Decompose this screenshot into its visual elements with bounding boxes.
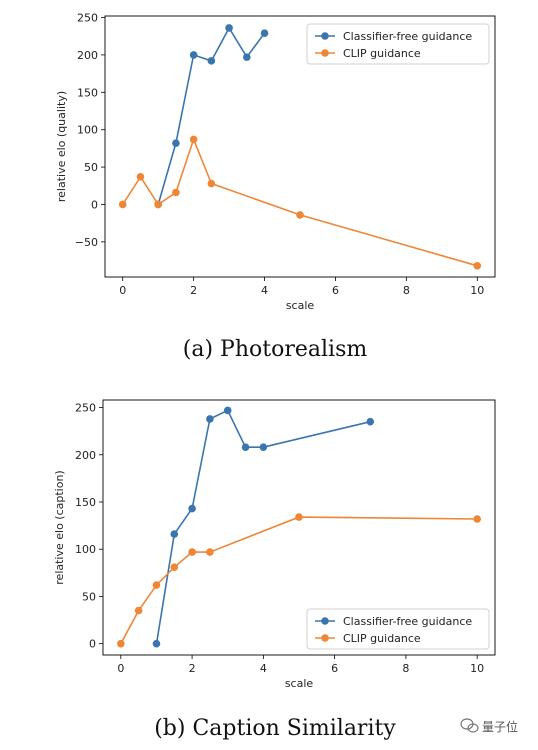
data-point-classifier-free xyxy=(260,29,269,38)
plot-frame xyxy=(102,399,496,656)
x-tick-label: 2 xyxy=(189,662,196,675)
data-point-classifier-free xyxy=(225,24,233,32)
x-tick-label: 4 xyxy=(260,662,267,675)
data-point-classifier-free xyxy=(188,504,196,513)
y-tick-label: 50 xyxy=(84,161,98,174)
data-point-clip xyxy=(295,513,303,521)
y-tick-label: 250 xyxy=(75,402,96,415)
series-line-clip xyxy=(122,137,478,267)
legend-label: Classifier-free guidance xyxy=(343,615,472,628)
legend-label: Classifier-free guidance xyxy=(343,30,472,43)
data-point-clip xyxy=(473,515,481,523)
x-axis-label: scale xyxy=(286,299,315,312)
data-point-clip xyxy=(154,200,162,209)
legend-swatch-marker xyxy=(321,617,329,625)
data-point-clip xyxy=(170,563,179,571)
x-tick-label: 8 xyxy=(403,284,410,297)
data-point-classifier-free xyxy=(366,417,375,426)
y-tick-label: 100 xyxy=(75,543,96,556)
panel-photorealism: 0 2 4 6 8 10 −50 0 50 100 150 200 250 scale relative e… xyxy=(55,11,496,312)
x-tick-label: 10 xyxy=(470,284,484,297)
data-point-clip xyxy=(118,200,127,209)
watermark: 量子位 xyxy=(460,718,518,734)
legend-label: CLIP guidance xyxy=(343,632,421,645)
y-tick-label: 0 xyxy=(89,638,96,651)
y-tick-label: 150 xyxy=(77,86,98,99)
data-point-clip xyxy=(206,548,214,556)
x-tick-label: 0 xyxy=(119,284,126,297)
data-point-clip xyxy=(189,135,198,144)
legend-swatch-marker xyxy=(321,634,329,642)
x-tick-label: 2 xyxy=(190,284,197,297)
y-tick-label: 250 xyxy=(77,11,98,24)
legend-box xyxy=(306,23,490,65)
data-point-clip xyxy=(172,188,180,197)
data-point-classifier-free xyxy=(152,639,161,648)
x-tick-label: 8 xyxy=(402,662,409,675)
data-point-clip xyxy=(296,211,304,219)
legend-box xyxy=(306,608,490,650)
y-tick-label: −50 xyxy=(75,236,98,249)
y-tick-label: 150 xyxy=(75,496,96,509)
x-tick-label: 10 xyxy=(470,662,484,675)
data-point-clip xyxy=(152,581,161,589)
legend-swatch-marker xyxy=(321,32,329,40)
x-tick-label: 4 xyxy=(261,284,268,297)
y-tick-label: 50 xyxy=(82,590,96,603)
legend: Classifier-free guidance CLIP guidance xyxy=(306,608,490,650)
y-axis-label: relative elo (quality) xyxy=(55,91,68,202)
y-tick-label: 200 xyxy=(75,449,96,462)
x-tick-label: 6 xyxy=(331,662,338,675)
data-point-clip xyxy=(136,172,145,181)
data-point-clip xyxy=(473,261,482,270)
watermark-text: 量子位 xyxy=(482,719,518,734)
caption-a: (a) Photorealism xyxy=(183,337,368,362)
y-axis-label: relative elo (caption) xyxy=(53,470,66,584)
data-point-clip xyxy=(188,548,196,556)
legend-swatch-marker xyxy=(321,49,329,57)
plot-frame xyxy=(104,15,496,278)
data-point-clip xyxy=(134,606,143,615)
x-tick-label: 0 xyxy=(117,662,124,675)
data-point-classifier-free xyxy=(243,53,251,61)
y-tick-label: 0 xyxy=(91,198,98,211)
data-point-classifier-free xyxy=(172,139,180,147)
caption-b: (b) Caption Similarity xyxy=(154,716,396,741)
legend: Classifier-free guidance CLIP guidance xyxy=(306,23,490,65)
data-point-classifier-free xyxy=(241,443,250,452)
x-tick-label: 6 xyxy=(332,284,339,297)
data-point-classifier-free xyxy=(207,57,216,65)
wechat-icon xyxy=(460,718,479,733)
data-point-clip xyxy=(117,639,125,648)
data-point-clip xyxy=(207,179,216,188)
data-point-classifier-free xyxy=(170,530,179,538)
x-axis-label: scale xyxy=(285,677,314,690)
legend-label: CLIP guidance xyxy=(343,47,421,60)
data-point-classifier-free xyxy=(259,443,268,452)
data-point-classifier-free xyxy=(206,415,214,423)
data-point-classifier-free xyxy=(189,51,198,59)
y-tick-label: 200 xyxy=(77,49,98,62)
data-point-classifier-free xyxy=(223,406,232,415)
y-tick-label: 100 xyxy=(77,124,98,137)
series-line-clip xyxy=(120,516,478,645)
